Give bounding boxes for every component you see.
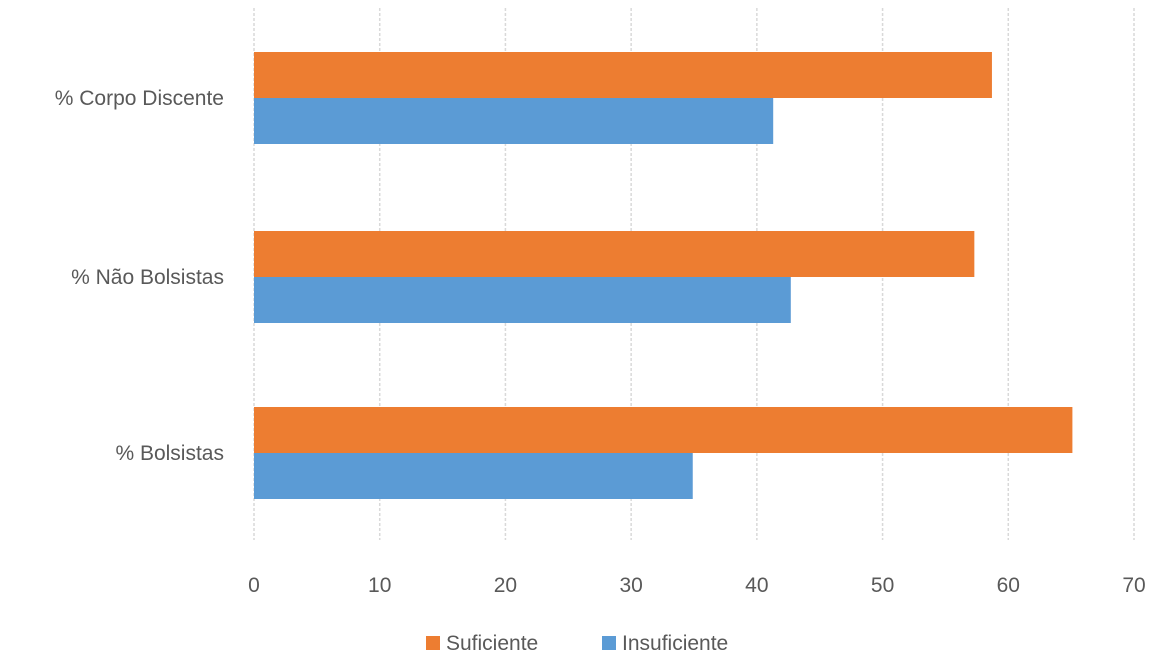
legend-label-suficiente: Suficiente <box>446 632 538 655</box>
legend-label-insuficiente: Insuficiente <box>622 632 728 655</box>
bars <box>254 52 1073 499</box>
x-tick-label: 40 <box>745 574 768 597</box>
category-label: % Não Bolsistas <box>71 266 224 289</box>
x-tick-label: 20 <box>494 574 517 597</box>
x-axis-ticks: 0 10 20 30 40 50 60 70 <box>248 574 1146 597</box>
category-label: % Corpo Discente <box>55 87 224 110</box>
bar-insuficiente-1 <box>254 277 791 323</box>
x-tick-label: 30 <box>619 574 642 597</box>
legend-swatch-suficiente <box>426 636 440 650</box>
bar-suficiente-2 <box>254 407 1073 453</box>
category-label: % Bolsistas <box>115 442 224 465</box>
y-axis-categories: % Corpo Discente % Não Bolsistas % Bolsist… <box>55 87 224 465</box>
bar-suficiente-1 <box>254 231 975 277</box>
x-tick-label: 50 <box>871 574 894 597</box>
x-tick-label: 10 <box>368 574 391 597</box>
bar-insuficiente-0 <box>254 98 774 144</box>
x-tick-label: 60 <box>997 574 1020 597</box>
legend-swatch-insuficiente <box>602 636 616 650</box>
legend: Suficiente Insuficiente <box>426 632 728 655</box>
bar-suficiente-0 <box>254 52 992 98</box>
bar-insuficiente-2 <box>254 453 693 499</box>
x-tick-label: 0 <box>248 574 260 597</box>
x-tick-label: 70 <box>1122 574 1145 597</box>
